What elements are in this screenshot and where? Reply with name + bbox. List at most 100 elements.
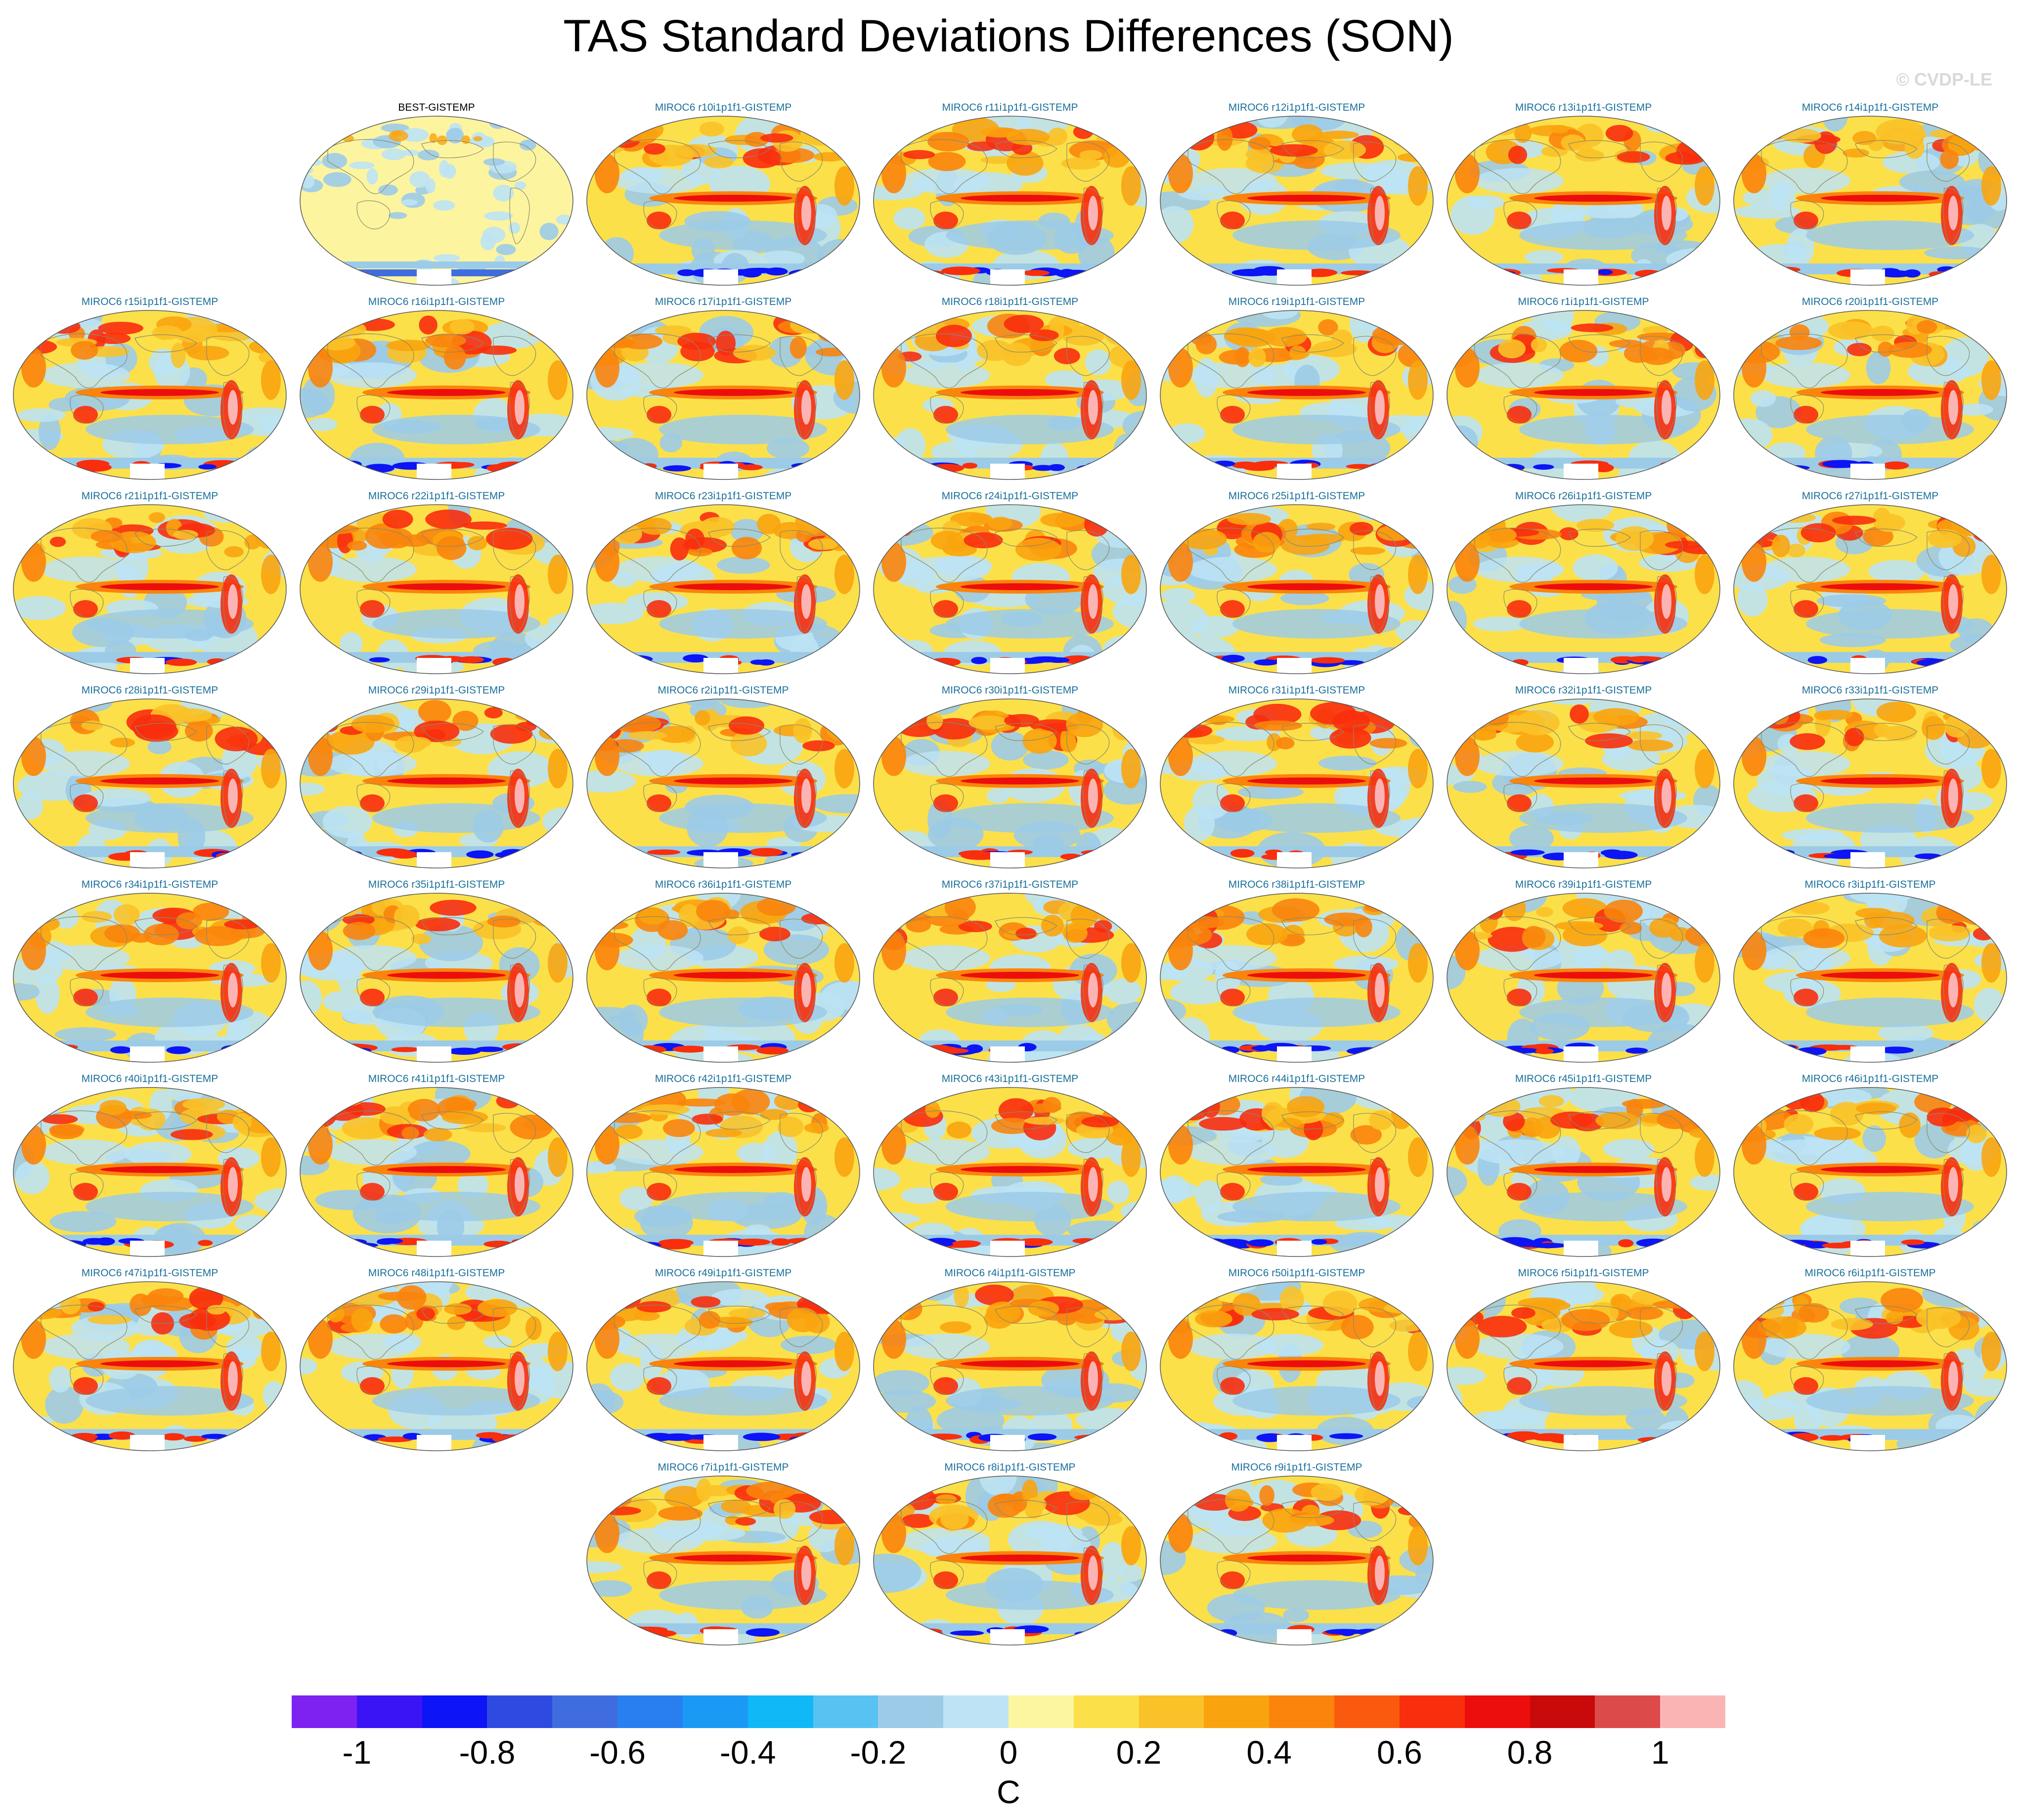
positive-anomaly-patch	[1742, 542, 1766, 582]
missing-data-area	[130, 464, 165, 479]
positive-anomaly-patch	[1457, 509, 1491, 531]
positive-anomaly-patch	[319, 1094, 363, 1107]
positive-anomaly-patch	[887, 906, 920, 917]
positive-anomaly-patch	[590, 312, 624, 337]
positive-anomaly-patch	[1220, 989, 1245, 1006]
positive-anomaly-patch	[1227, 513, 1271, 525]
positive-anomaly-core	[1088, 584, 1098, 619]
positive-anomaly-patch	[47, 319, 81, 334]
negative-anomaly-patch	[1447, 425, 1478, 459]
negative-anomaly-patch	[587, 1561, 623, 1573]
positive-anomaly-patch	[1689, 317, 1715, 338]
positive-anomaly-patch	[192, 902, 229, 921]
southern-ocean-patch	[606, 850, 637, 859]
positive-anomaly-patch	[605, 714, 622, 739]
panel-title: MIROC6 r39i1p1f1-GISTEMP	[1515, 879, 1652, 890]
negative-anomaly-patch	[1387, 1476, 1433, 1492]
coastline	[614, 1110, 701, 1166]
southern-ocean-patch	[39, 463, 67, 472]
positive-anomaly-patch	[1318, 130, 1359, 139]
positive-anomaly-patch	[1627, 739, 1673, 751]
coastline	[327, 916, 414, 971]
equatorial-anomaly-core	[1534, 972, 1653, 979]
positive-anomaly-patch	[548, 749, 568, 788]
positive-anomaly-patch	[99, 1100, 127, 1116]
southern-ocean-patch	[256, 1043, 275, 1051]
panel-title: MIROC6 r42i1p1f1-GISTEMP	[655, 1073, 792, 1084]
negative-anomaly-patch	[300, 1358, 317, 1375]
panel-title: MIROC6 r14i1p1f1-GISTEMP	[1801, 102, 1939, 113]
missing-data-area	[1850, 1435, 1885, 1451]
southern-ocean-patch	[30, 849, 49, 857]
negative-anomaly-patch	[483, 158, 505, 166]
positive-anomaly-patch	[1620, 921, 1642, 935]
negative-anomaly-patch	[1941, 337, 1989, 377]
negative-anomaly-patch	[1184, 806, 1215, 842]
coastline	[1217, 200, 1251, 229]
southern-ocean-patch	[900, 851, 924, 859]
positive-anomaly-patch	[1885, 1311, 1903, 1325]
positive-anomaly-patch	[933, 794, 958, 812]
colorbar-tick-label: 0.6	[1377, 1734, 1422, 1771]
positive-anomaly-patch	[1695, 360, 1714, 400]
positive-anomaly-patch	[1503, 896, 1526, 921]
map-panel: MIROC6 r38i1p1f1-GISTEMP	[1156, 878, 1438, 1065]
map-panel: MIROC6 r42i1p1f1-GISTEMP	[582, 1073, 864, 1259]
coastline	[1066, 724, 1110, 765]
coastline	[1855, 528, 1918, 547]
negative-anomaly-band	[1232, 1192, 1401, 1221]
positive-anomaly-patch	[644, 143, 665, 155]
southern-ocean-patch	[241, 655, 259, 662]
southern-ocean-patch	[1383, 850, 1398, 860]
coastline	[780, 918, 823, 959]
southern-ocean-patch	[647, 849, 681, 855]
positive-anomaly-core	[1662, 779, 1671, 813]
negative-anomaly-patch	[539, 222, 559, 240]
positive-anomaly-patch	[73, 1183, 98, 1201]
negative-anomaly-patch	[302, 1031, 337, 1054]
positive-anomaly-patch	[647, 1571, 671, 1589]
positive-anomaly-patch	[759, 926, 790, 942]
coastline	[1353, 1113, 1397, 1153]
negative-anomaly-band	[946, 997, 1114, 1027]
positive-anomaly-patch	[998, 1098, 1034, 1123]
positive-anomaly-patch	[715, 331, 736, 356]
coastline	[421, 917, 484, 935]
southern-ocean-patch	[796, 854, 822, 860]
missing-data-area	[130, 1435, 165, 1451]
southern-ocean-patch	[1769, 854, 1798, 861]
southern-ocean-patch	[391, 851, 418, 859]
negative-anomaly-patch	[610, 310, 680, 318]
positive-anomaly-patch	[881, 1125, 906, 1165]
southern-ocean-patch	[1748, 268, 1771, 277]
coastline	[1790, 1171, 1824, 1201]
negative-anomaly-patch	[1868, 560, 1926, 583]
coastline	[1281, 917, 1344, 935]
positive-anomaly-patch	[152, 325, 182, 340]
southern-ocean-patch	[1960, 655, 1998, 663]
positive-anomaly-patch	[886, 128, 926, 137]
coastline	[643, 200, 677, 229]
positive-anomaly-core	[1375, 1361, 1385, 1396]
positive-anomaly-patch	[73, 989, 98, 1006]
positive-anomaly-patch	[1507, 406, 1532, 424]
positive-anomaly-patch	[1369, 737, 1407, 749]
negative-anomaly-patch	[828, 699, 860, 726]
coastline	[930, 200, 964, 229]
map-outline	[13, 504, 287, 674]
map-outline	[586, 893, 860, 1063]
southern-ocean-patch	[1394, 852, 1433, 859]
world-map	[1733, 698, 2007, 868]
positive-anomaly-patch	[1248, 347, 1266, 367]
map-panel: MIROC6 r32i1p1f1-GISTEMP	[1443, 684, 1724, 871]
positive-anomaly-patch	[1610, 1294, 1632, 1310]
negative-anomaly-patch	[257, 893, 286, 915]
positive-anomaly-patch	[980, 156, 1016, 164]
negative-anomaly-patch	[1360, 1282, 1408, 1295]
negative-anomaly-band	[1806, 997, 1974, 1027]
positive-anomaly-patch	[618, 118, 664, 142]
coastline	[1066, 918, 1110, 959]
southern-ocean-patch	[1222, 654, 1245, 662]
positive-anomaly-patch	[1981, 1332, 2001, 1371]
negative-anomaly-patch	[525, 857, 561, 868]
